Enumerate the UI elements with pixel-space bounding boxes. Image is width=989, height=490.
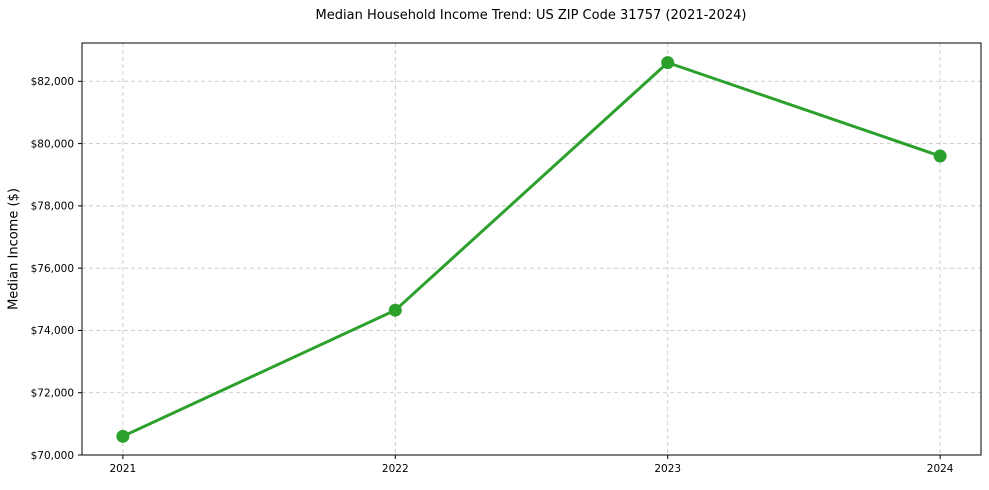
y-tick-label: $78,000 xyxy=(31,201,74,213)
y-tick-label: $80,000 xyxy=(31,138,74,150)
y-tick-label: $76,000 xyxy=(31,263,74,275)
y-tick-label: $70,000 xyxy=(31,450,74,462)
y-tick-label: $82,000 xyxy=(31,76,74,88)
x-tick-label: 2021 xyxy=(109,463,136,475)
data-point xyxy=(661,56,675,70)
y-tick-label: $72,000 xyxy=(31,388,74,400)
x-tick-label: 2024 xyxy=(927,463,954,475)
data-point xyxy=(116,429,130,443)
chart-title: Median Household Income Trend: US ZIP Co… xyxy=(315,8,747,23)
x-tick-label: 2022 xyxy=(382,463,409,475)
y-tick-label: $74,000 xyxy=(31,325,74,337)
data-line xyxy=(121,61,942,438)
data-point xyxy=(388,303,402,317)
x-tick-label: 2023 xyxy=(654,463,681,475)
data-point xyxy=(933,149,947,163)
plot-border xyxy=(81,42,982,456)
